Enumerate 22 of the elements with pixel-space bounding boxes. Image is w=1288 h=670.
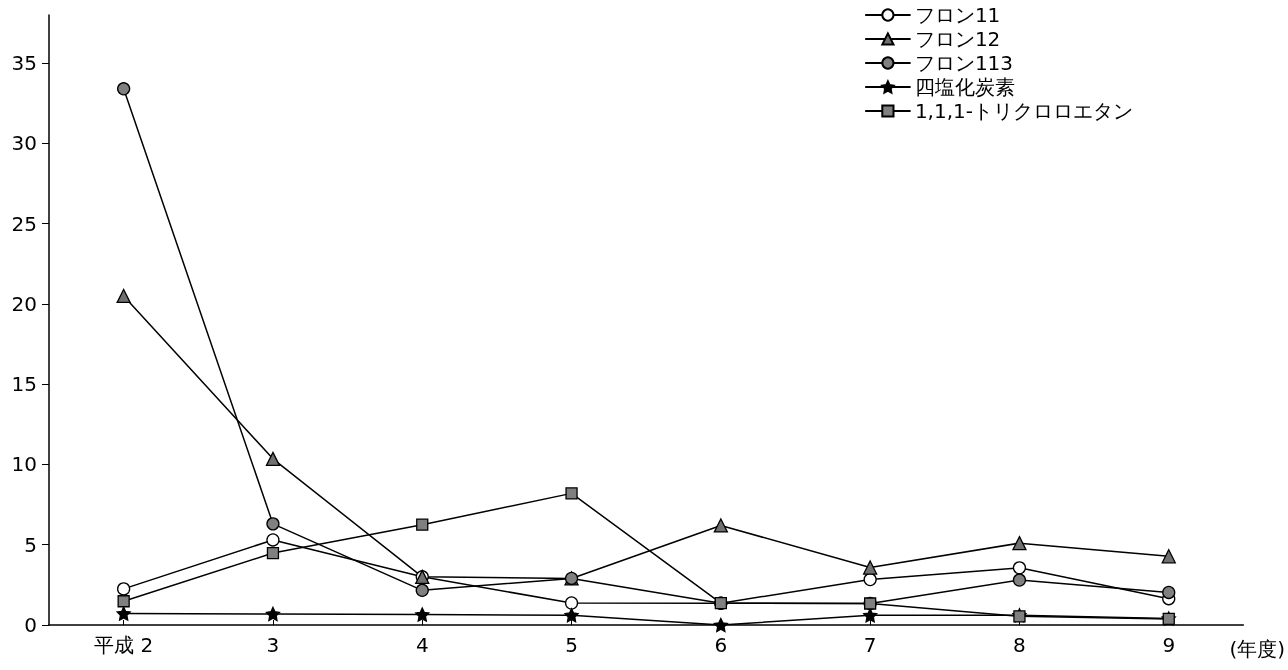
y-tick-label: 15: [11, 372, 37, 397]
x-tick-label: 平成 2: [94, 633, 154, 657]
x-tick-label: 8: [1013, 633, 1026, 657]
y-tick-label: 5: [24, 532, 37, 557]
legend-label: 1,1,1-トリクロロエタン: [914, 99, 1133, 123]
x-tick-label: 9: [1162, 633, 1176, 657]
legend-label: 四塩化炭素: [914, 75, 1015, 99]
y-tick-label: 20: [11, 291, 37, 316]
y-tick-label: 35: [11, 51, 37, 76]
x-tick-label: 3: [266, 633, 280, 657]
y-tick-label: 30: [11, 131, 37, 156]
x-tick-label: 7: [863, 633, 877, 657]
y-tick-label: 0: [24, 613, 37, 637]
x-tick-label: 5: [565, 633, 578, 657]
y-tick-label: 10: [11, 452, 37, 477]
legend-label: フロン113: [914, 51, 1014, 75]
legend-label: フロン11: [914, 3, 1001, 27]
x-tick-label: 4: [415, 633, 429, 657]
legend-label: フロン12: [914, 27, 1001, 51]
x-axis-title: (年度): [1229, 637, 1285, 661]
y-tick-label: 25: [11, 211, 37, 236]
x-tick-label: 6: [714, 633, 728, 657]
